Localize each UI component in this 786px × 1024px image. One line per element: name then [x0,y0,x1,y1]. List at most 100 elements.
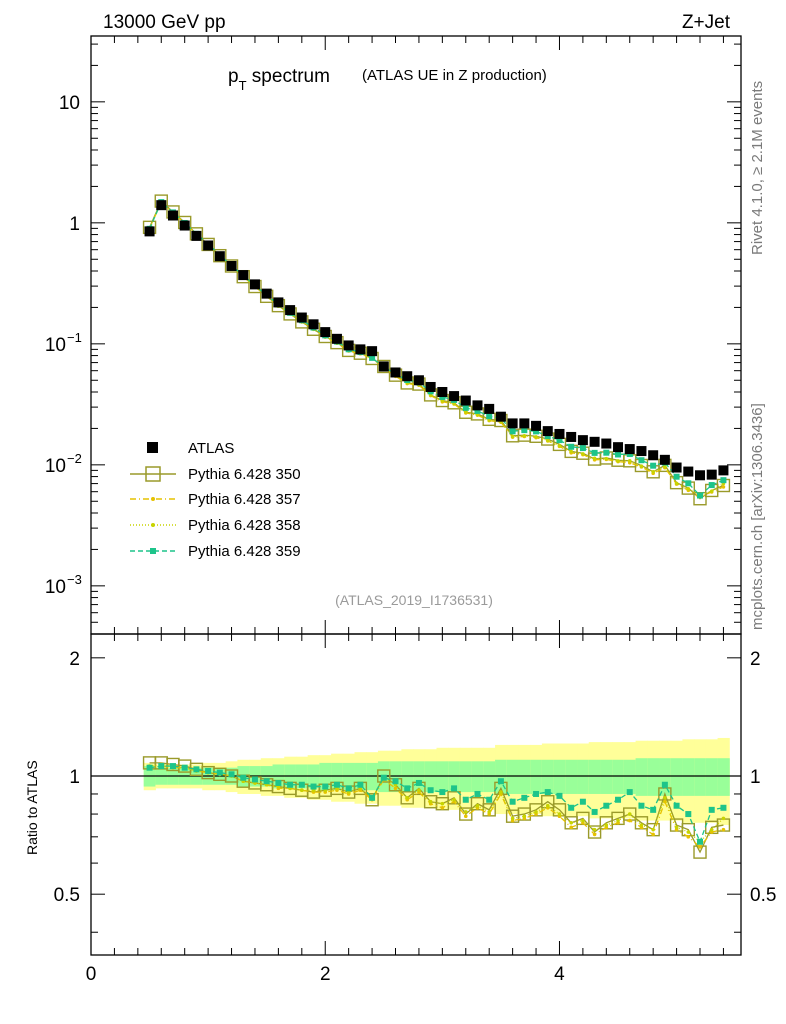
atlas-data-point [449,391,460,402]
atlas-data-point [659,454,670,465]
marker-ratio-357 [393,786,398,791]
band-green-bin [506,759,519,794]
marker-main-350 [224,259,239,273]
band-green-bin [635,758,648,796]
legend-marker-357 [151,497,155,501]
marker-main-359 [650,462,657,469]
marker-ratio-358 [627,812,632,816]
atlas-data-point [179,220,190,231]
legend: ATLAS Pythia 6.428 350 Pythia 6.428 357 … [130,440,301,560]
marker-ratio-357 [651,832,655,837]
marker-ratio-358 [545,803,550,808]
y-tick-label-ratio-right: 1 [750,767,761,788]
marker-main-357 [721,485,726,489]
marker-ratio-350 [447,791,461,805]
marker-ratio-358 [616,818,620,823]
marker-main-359 [603,449,610,456]
marker-ratio-359 [205,767,212,774]
marker-ratio-357 [440,805,445,810]
marker-main-359 [685,480,692,487]
marker-ratio-359 [169,763,176,770]
marker-ratio-358 [440,801,445,806]
atlas-data-point [249,279,260,290]
band-green-bin [553,759,566,794]
marker-ratio-359 [708,806,715,813]
y-tick-label-ratio-right: 2 [750,649,761,670]
atlas-data-point [378,361,389,372]
marker-ratio-350 [459,807,473,821]
marker-ratio-358 [604,823,609,827]
marker-ratio-358 [428,799,433,804]
marker-ratio-358 [417,788,421,793]
band-green-bin [459,761,473,793]
header-process-label: Z+Jet [682,12,731,33]
atlas-data-point [355,344,366,355]
atlas-data-point [554,428,565,439]
marker-ratio-359 [685,811,692,818]
marker-ratio-359 [158,763,165,770]
atlas-data-point [495,411,506,422]
band-green-bin [565,759,578,794]
y-tick-label-main: 10 [59,93,80,114]
marker-ratio-359 [193,766,200,773]
marker-ratio-359 [544,789,551,796]
band-green-bin [647,758,660,796]
marker-ratio-359 [439,789,446,796]
y-tick-label-ratio-left: 2 [69,649,80,670]
ratio-ylabel: Ratio to ATLAS [24,760,40,855]
marker-ratio-358 [592,827,597,832]
band-green-bin [541,759,555,794]
marker-main-358 [709,489,714,493]
marker-ratio-359 [263,778,270,785]
marker-main-359 [533,428,540,435]
atlas-data-point [671,462,682,473]
atlas-data-point [624,444,635,455]
atlas-data-point [648,450,659,461]
marker-ratio-357 [569,825,573,830]
band-green-bin [471,761,484,793]
atlas-data-point [636,446,647,457]
marker-ratio-358 [499,790,503,794]
legend-label-atlas: ATLAS [188,440,234,457]
atlas-data-point [226,260,237,271]
atlas-data-point [683,466,694,477]
atlas-data-point [413,375,424,386]
marker-main-359 [462,404,469,411]
marker-ratio-359 [451,785,458,792]
y-tick-label-exponent: −1 [67,330,82,345]
side-label-mcplots: mcplots.cern.ch [arXiv:1306.3436] [749,403,766,630]
atlas-data-point [238,270,249,281]
legend-marker-350 [145,466,161,482]
band-green-bin [483,761,496,793]
y-tick-label-ratio-left: 1 [69,767,80,788]
y-tick-label-ratio-left: 0.5 [54,885,80,906]
marker-ratio-359 [310,783,317,790]
marker-ratio-359 [322,783,329,790]
atlas-data-point [507,418,518,429]
marker-ratio-359 [650,806,657,813]
marker-ratio-359 [474,790,481,797]
marker-ratio-350 [400,791,414,805]
marker-main-359 [579,445,586,452]
marker-ratio-359 [275,779,282,786]
ratio-frame [90,633,742,956]
band-green-bin [588,759,601,794]
atlas-data-point [706,469,717,480]
marker-ratio-359 [345,785,352,792]
marker-main-358 [522,433,527,438]
marker-ratio-359 [333,781,340,788]
marker-ratio-359 [228,771,235,778]
marker-ratio-359 [415,779,422,786]
atlas-data-point [695,470,706,481]
marker-main-359 [474,407,481,414]
marker-ratio-357 [698,845,702,849]
marker-ratio-359 [392,778,399,785]
marker-ratio-359 [673,802,680,809]
marker-ratio-359 [591,808,598,815]
marker-ratio-358 [557,812,562,816]
atlas-data-point [214,251,225,262]
legend-marker-359 [150,548,156,554]
marker-ratio-357 [663,799,667,804]
chart-title-sub: T [239,78,247,93]
band-green-bin [694,758,707,796]
